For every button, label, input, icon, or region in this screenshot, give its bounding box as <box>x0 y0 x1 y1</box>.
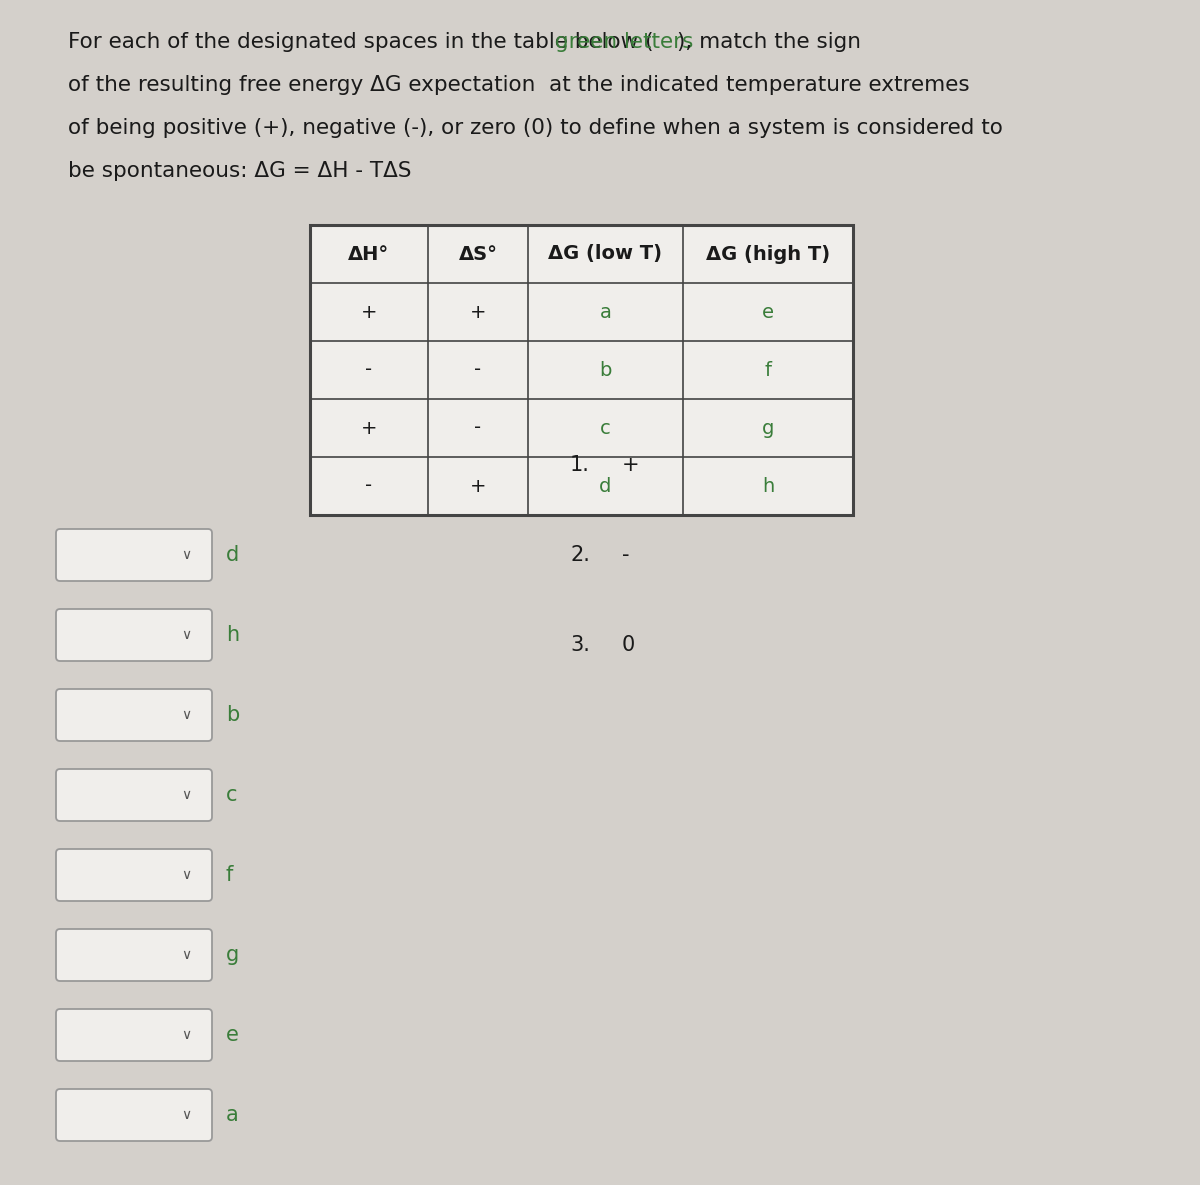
Text: d: d <box>226 545 239 565</box>
Text: ∨: ∨ <box>181 948 191 962</box>
Text: h: h <box>762 476 774 495</box>
FancyBboxPatch shape <box>56 529 212 581</box>
Text: +: + <box>361 418 377 437</box>
Text: ΔS°: ΔS° <box>458 244 498 263</box>
Text: ), match the sign: ), match the sign <box>677 32 862 52</box>
Text: ∨: ∨ <box>181 707 191 722</box>
Text: ∨: ∨ <box>181 1029 191 1042</box>
Text: ∨: ∨ <box>181 788 191 802</box>
Text: g: g <box>762 418 774 437</box>
Text: -: - <box>474 418 481 437</box>
Text: c: c <box>226 784 238 805</box>
Text: ∨: ∨ <box>181 547 191 562</box>
Text: of being positive (+), negative (-), or zero (0) to define when a system is cons: of being positive (+), negative (-), or … <box>68 118 1003 137</box>
FancyBboxPatch shape <box>56 769 212 821</box>
Text: ΔG (high T): ΔG (high T) <box>706 244 830 263</box>
Text: ΔG (low T): ΔG (low T) <box>548 244 662 263</box>
Text: b: b <box>226 705 239 725</box>
Text: -: - <box>622 545 630 565</box>
FancyBboxPatch shape <box>56 1008 212 1061</box>
Text: a: a <box>226 1104 239 1125</box>
Text: f: f <box>226 865 233 885</box>
Text: -: - <box>474 360 481 379</box>
FancyBboxPatch shape <box>56 1089 212 1141</box>
Text: d: d <box>599 476 612 495</box>
FancyBboxPatch shape <box>310 225 853 515</box>
Text: For each of the designated spaces in the table below (: For each of the designated spaces in the… <box>68 32 654 52</box>
Text: b: b <box>599 360 612 379</box>
Text: 2.: 2. <box>570 545 590 565</box>
Text: ΔH°: ΔH° <box>348 244 390 263</box>
Text: +: + <box>469 302 486 321</box>
Text: a: a <box>600 302 612 321</box>
FancyBboxPatch shape <box>56 929 212 981</box>
FancyBboxPatch shape <box>56 688 212 741</box>
Text: ∨: ∨ <box>181 628 191 642</box>
Text: g: g <box>226 944 239 965</box>
Text: 0: 0 <box>622 635 635 655</box>
Text: -: - <box>366 476 372 495</box>
FancyBboxPatch shape <box>56 609 212 661</box>
Text: e: e <box>762 302 774 321</box>
Text: h: h <box>226 624 239 645</box>
Text: -: - <box>366 360 372 379</box>
Text: +: + <box>469 476 486 495</box>
Text: e: e <box>226 1025 239 1045</box>
Text: of the resulting free energy ΔG expectation  at the indicated temperature extrem: of the resulting free energy ΔG expectat… <box>68 75 970 95</box>
Text: c: c <box>600 418 611 437</box>
Text: 3.: 3. <box>570 635 590 655</box>
Text: green letters: green letters <box>554 32 694 52</box>
Text: +: + <box>622 455 640 475</box>
Text: ∨: ∨ <box>181 1108 191 1122</box>
Text: 1.: 1. <box>570 455 590 475</box>
Text: be spontaneous: ΔG = ΔH - TΔS: be spontaneous: ΔG = ΔH - TΔS <box>68 161 412 181</box>
Text: ∨: ∨ <box>181 867 191 882</box>
Text: f: f <box>764 360 772 379</box>
Text: +: + <box>361 302 377 321</box>
FancyBboxPatch shape <box>56 848 212 901</box>
